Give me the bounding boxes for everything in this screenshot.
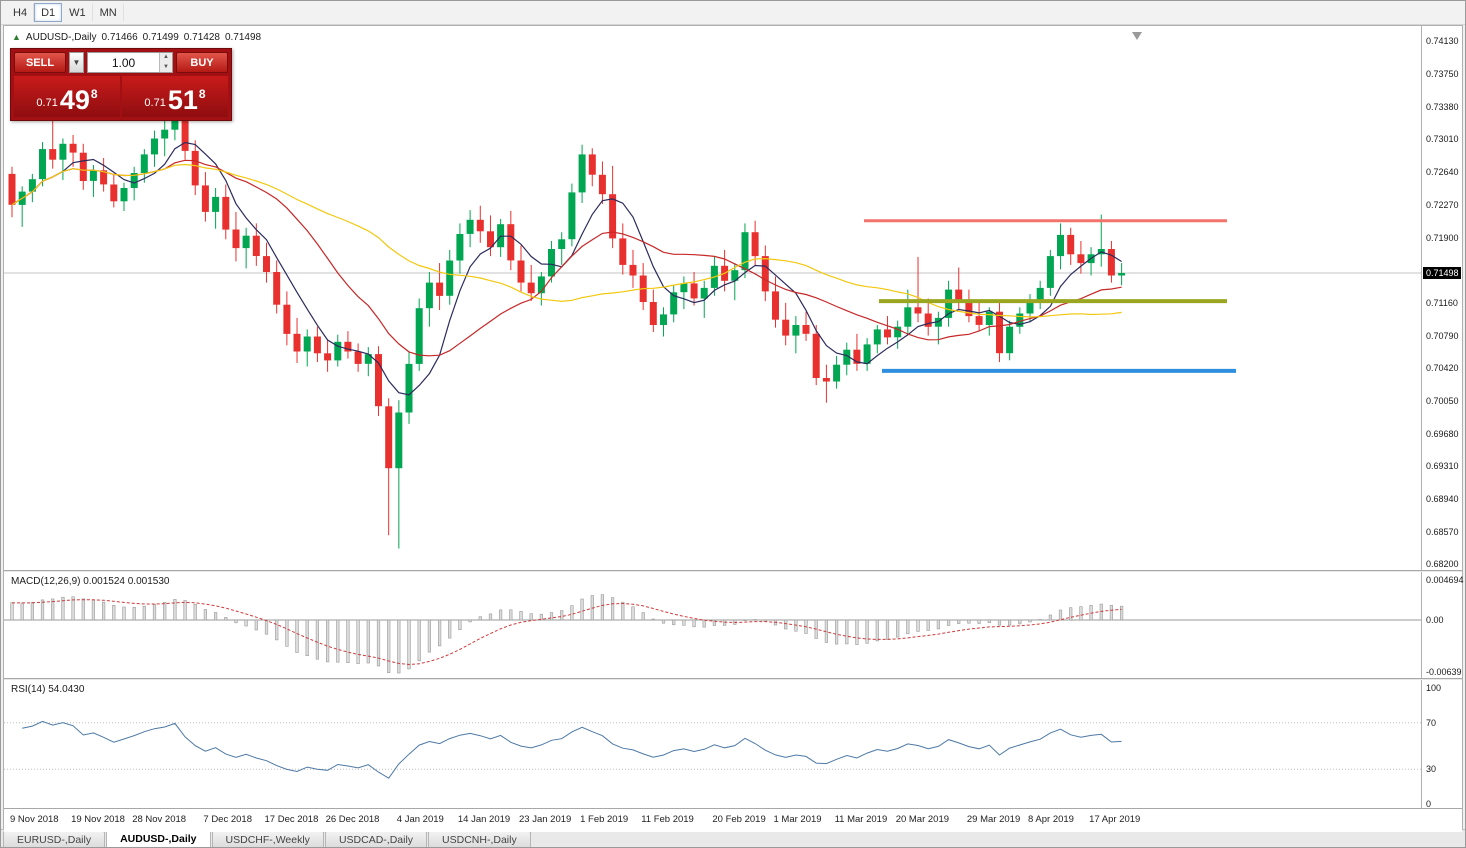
date-label: 1 Feb 2019 [580, 814, 629, 825]
date-label: 8 Apr 2019 [1028, 814, 1074, 825]
date-label: 1 Mar 2019 [773, 814, 822, 825]
tick-direction-icon: ▲ [12, 32, 21, 42]
date-label: 26 Dec 2018 [325, 814, 380, 825]
chart-header: ▲ AUDUSD-,Daily 0.71466 0.71499 0.71428 0.714… [12, 32, 266, 43]
date-label: 20 Mar 2019 [895, 814, 950, 825]
timeframe-button-h4[interactable]: H4 [6, 3, 35, 22]
volume-input[interactable] [88, 53, 159, 72]
price-scale-label: 0.69310 [1426, 461, 1459, 472]
price-scale-label: 0.73010 [1426, 134, 1459, 145]
macd-scale-label: -0.00639 [1426, 667, 1462, 677]
volume-field: ▲ ▼ [87, 52, 173, 73]
chart-tab-usdcad[interactable]: USDCAD-,Daily [324, 831, 428, 847]
sell-price-display[interactable]: 0.71 49 8 [14, 76, 120, 117]
chart-tab-usdcnh[interactable]: USDCNH-,Daily [428, 831, 531, 847]
timeframe-button-w1[interactable]: W1 [62, 3, 93, 22]
price-scale-label: 0.70050 [1426, 396, 1459, 406]
date-label: 19 Nov 2018 [71, 814, 125, 825]
date-label: 4 Jan 2019 [396, 814, 444, 825]
buy-price-pipette: 8 [198, 87, 206, 101]
rsi-scale-label: 100 [1426, 683, 1442, 693]
date-label: 29 Mar 2019 [966, 814, 1021, 825]
price-scale-label: 0.73380 [1426, 101, 1459, 112]
volume-dropdown-arrow-icon[interactable]: ▼ [69, 52, 84, 73]
price-scale-label: 0.70790 [1426, 330, 1459, 341]
date-label: 28 Nov 2018 [132, 814, 187, 825]
date-label: 11 Feb 2019 [641, 814, 694, 825]
chart-symbol-title: AUDUSD-,Daily [25, 32, 97, 43]
date-label: 17 Dec 2018 [264, 814, 319, 825]
price-scale-label: 0.71160 [1426, 297, 1458, 308]
macd-scale-label: 0.004694 [1426, 575, 1464, 586]
time-axis[interactable]: 9 Nov 2018 19 Nov 2018 28 Nov 2018 7 Dec 20… [4, 808, 1462, 832]
date-label: 23 Jan 2019 [519, 814, 572, 825]
price-scale-label: 0.71900 [1426, 232, 1459, 243]
price-scale-label: 0.69680 [1426, 428, 1459, 439]
timeframe-button-d1[interactable]: D1 [34, 3, 63, 22]
rsi-scale-label: 70 [1426, 717, 1437, 728]
date-label: 11 Mar 2019 [834, 814, 888, 825]
sell-price-prefix: 0.71 [36, 97, 58, 109]
price-scale-label: 0.73750 [1426, 69, 1459, 79]
date-label: 7 Dec 2018 [203, 814, 252, 825]
timeframe-button-mn[interactable]: MN [93, 3, 124, 22]
price-scale-label: 0.70420 [1426, 363, 1459, 374]
sell-price-pipette: 8 [90, 87, 98, 101]
price-scale-label: 0.74130 [1426, 35, 1459, 46]
date-label: 9 Nov 2018 [10, 814, 59, 825]
price-scale-label: 0.72270 [1426, 199, 1459, 210]
sell-price-big-digits: 49 [59, 85, 90, 115]
buy-price-display[interactable]: 0.71 51 8 [122, 76, 228, 117]
price-scale-label: 0.68200 [1426, 559, 1459, 570]
macd-scale-label: 0.00 [1426, 615, 1444, 625]
macd-indicator-chart[interactable] [4, 572, 1425, 678]
volume-down-icon[interactable]: ▼ [160, 62, 172, 72]
chart-workspace: ▲ AUDUSD-,Daily 0.71466 0.71499 0.71428 0.714… [3, 25, 1464, 832]
ohlc-close: 0.71498 [224, 32, 262, 43]
timeframe-toolbar: H4 D1 W1 MN [1, 1, 1465, 25]
chart-tab-eurusd[interactable]: EURUSD-,Daily [3, 831, 106, 847]
ohlc-high: 0.71499 [142, 32, 179, 43]
rsi-scale-label: 30 [1426, 764, 1437, 775]
price-scale-label: 0.68570 [1426, 526, 1459, 537]
price-scale-label: 0.72640 [1426, 167, 1459, 178]
price-scale[interactable]: 0.71498 0.74130 0.73750 0.73380 0.73010 0.72… [1421, 26, 1464, 828]
bid-price-badge: 0.71498 [1423, 267, 1461, 279]
macd-label: MACD(12,26,9) 0.001524 0.001530 [11, 576, 170, 587]
pane-separator[interactable] [4, 570, 1462, 572]
date-label: 20 Feb 2019 [712, 814, 766, 825]
ohlc-open: 0.71466 [101, 32, 138, 43]
sell-button[interactable]: SELL [14, 52, 66, 73]
volume-spinner: ▲ ▼ [159, 53, 172, 72]
ohlc-low: 0.71428 [183, 32, 220, 43]
chart-tab-audusd[interactable]: AUDUSD-,Daily [106, 830, 211, 847]
buy-button[interactable]: BUY [176, 52, 228, 73]
volume-up-icon[interactable]: ▲ [160, 53, 172, 63]
chart-tab-usdchf[interactable]: USDCHF-,Weekly [211, 831, 324, 847]
rsi-scale-label: 0 [1426, 799, 1432, 809]
pane-separator[interactable] [4, 678, 1462, 680]
date-label: 17 Apr 2019 [1089, 814, 1141, 825]
rsi-label: RSI(14) 54.0430 [11, 684, 85, 695]
price-scale-label: 0.68940 [1426, 494, 1459, 504]
date-label: 14 Jan 2019 [457, 814, 511, 825]
buy-price-prefix: 0.71 [144, 97, 166, 109]
buy-price-big-digits: 51 [167, 85, 198, 115]
rsi-indicator-chart[interactable] [4, 680, 1425, 808]
